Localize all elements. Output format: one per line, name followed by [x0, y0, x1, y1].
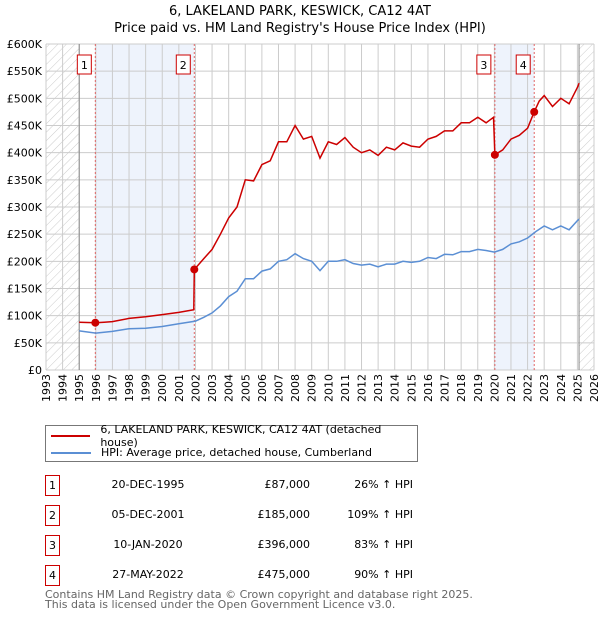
title-line: 6, LAKELAND PARK, KESWICK, CA12 4AT — [168, 4, 432, 19]
x-tick-label: 1999 — [140, 374, 153, 402]
x-tick-label: 2021 — [505, 374, 518, 402]
footer: Contains HM Land Registry data © Crown c… — [45, 588, 473, 611]
x-tick-label: 1998 — [123, 374, 136, 402]
sale-number-badge: 1 — [45, 475, 60, 496]
legend-item-hpi: HPI: Average price, detached house, Cumb… — [51, 444, 372, 461]
sale-point — [190, 265, 199, 274]
x-tick-label: 2009 — [306, 374, 319, 402]
x-tick-label: 2005 — [239, 374, 252, 402]
sale-row: 4 27-MAY-2022 £475,000 90% ↑ HPI — [45, 565, 445, 586]
legend: 6, LAKELAND PARK, KESWICK, CA12 4AT (det… — [45, 423, 418, 462]
sale-date: 27-MAY-2022 — [112, 568, 184, 581]
sale-date: 10-JAN-2020 — [113, 538, 183, 551]
x-tick-label: 2022 — [522, 374, 535, 402]
price-chart: 1 2 3 4 £0 £50K £100K £150K £200K £250K £300K £350K… — [7, 38, 600, 402]
y-tick-label: £50K — [14, 337, 43, 350]
sale-price: £396,000 — [257, 538, 311, 551]
sale-number-badge: 3 — [45, 535, 60, 556]
y-tick-label: £200K — [7, 255, 43, 268]
sale-label-box — [76, 54, 92, 75]
x-tick-label: 2016 — [422, 374, 435, 402]
sale-date: 20-DEC-1995 — [111, 478, 185, 491]
sale-point — [530, 107, 539, 116]
sale-label-box — [515, 54, 531, 75]
y-tick-label: £0 — [28, 364, 42, 377]
sale-hpi-change: 26% ↑ HPI — [354, 478, 413, 491]
y-tick-label: £100K — [7, 310, 43, 323]
chart-title: 6, LAKELAND PARK, KESWICK, CA12 4AT Pric… — [0, 3, 600, 37]
legend-label: 6, LAKELAND PARK, KESWICK, CA12 4AT (det… — [100, 422, 382, 449]
price-paid-line — [79, 82, 580, 324]
sale-price: £185,000 — [257, 508, 311, 521]
hpi-line — [79, 218, 580, 334]
y-tick-label: £300K — [7, 201, 43, 214]
sale-price: £475,000 — [257, 568, 311, 581]
sale-row: 2 05-DEC-2001 £185,000 109% ↑ HPI — [45, 505, 445, 526]
x-tick-label: 2004 — [223, 374, 236, 402]
x-tick-label: 2015 — [405, 374, 418, 402]
sale-label: 4 — [520, 59, 527, 72]
footer-line: Contains HM Land Registry data © Crown c… — [45, 588, 473, 601]
sale-label: 2 — [180, 59, 187, 72]
sale-row: 3 10-JAN-2020 £396,000 83% ↑ HPI — [45, 535, 445, 556]
x-tick-label: 1997 — [106, 374, 119, 402]
y-tick-label: £150K — [7, 283, 43, 296]
x-tick-label: 2006 — [256, 374, 269, 402]
sale-label-box — [175, 54, 191, 75]
footer-line: This data is licensed under the Open Gov… — [45, 598, 396, 611]
x-tick-label: 2012 — [356, 374, 369, 402]
x-tick-label: 2023 — [538, 374, 551, 402]
x-tick-label: 2026 — [588, 374, 600, 402]
legend-label: HPI: Average price, detached house, Cumb… — [101, 446, 373, 459]
sale-price: £87,000 — [264, 478, 311, 491]
blue-line-swatch — [51, 451, 91, 454]
y-tick-label: £250K — [7, 228, 43, 241]
sale-hpi-change: 83% ↑ HPI — [354, 538, 413, 551]
sale-point — [490, 150, 499, 159]
sale-label: 1 — [81, 59, 88, 72]
y-tick-label: £600K — [7, 38, 43, 51]
sale-hpi-change: 109% ↑ HPI — [347, 508, 413, 521]
x-tick-label: 2017 — [439, 374, 452, 402]
x-tick-label: 2001 — [173, 374, 186, 402]
x-tick-label: 2018 — [455, 374, 468, 402]
x-tick-label: 2014 — [389, 374, 402, 402]
sale-number-badge: 2 — [45, 505, 60, 526]
x-tick-label: 2010 — [322, 374, 335, 402]
x-tick-label: 2013 — [372, 374, 385, 402]
x-tick-label: 2011 — [339, 374, 352, 402]
x-tick-label: 2019 — [472, 374, 485, 402]
red-line-swatch — [51, 434, 91, 437]
x-tick-label: 1994 — [57, 374, 70, 402]
x-tick-label: 2000 — [156, 374, 169, 402]
x-tick-label: 2003 — [206, 374, 219, 402]
x-tick-label: 1995 — [73, 374, 86, 402]
x-tick-label: 2020 — [488, 374, 501, 402]
sale-hpi-change: 90% ↑ HPI — [354, 568, 413, 581]
x-tick-label: 2024 — [555, 374, 568, 402]
sale-label: 3 — [480, 59, 487, 72]
subtitle-line: Price paid vs. HM Land Registry's House … — [114, 21, 486, 36]
y-tick-label: £450K — [7, 120, 43, 133]
y-tick-label: £400K — [7, 147, 43, 160]
sale-row: 1 20-DEC-1995 £87,000 26% ↑ HPI — [45, 475, 445, 496]
x-tick-label: 2025 — [571, 374, 584, 402]
sale-number-badge: 4 — [45, 565, 60, 586]
sale-label-box — [476, 54, 492, 75]
legend-item-property: 6, LAKELAND PARK, KESWICK, CA12 4AT (det… — [51, 423, 417, 449]
sale-point — [91, 318, 100, 327]
x-tick-label: 2008 — [289, 374, 302, 402]
x-tick-label: 2007 — [272, 374, 285, 402]
sale-date: 05-DEC-2001 — [111, 508, 185, 521]
x-tick-label: 1993 — [40, 374, 53, 402]
y-tick-label: £500K — [7, 92, 43, 105]
x-tick-label: 1996 — [90, 374, 103, 402]
y-tick-label: £350K — [7, 174, 43, 187]
x-tick-label: 2002 — [189, 374, 202, 402]
y-tick-label: £550K — [7, 65, 43, 78]
